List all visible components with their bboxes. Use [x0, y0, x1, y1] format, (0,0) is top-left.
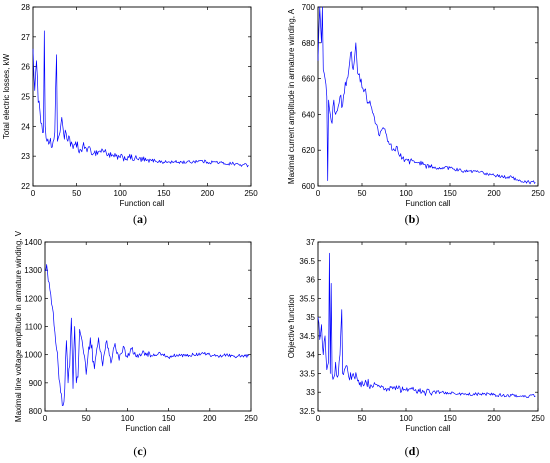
y-axis-label: Maximal current amplitude in armature wi… — [287, 8, 296, 184]
plot-area-c — [44, 241, 252, 412]
x-tick-label: 50 — [72, 189, 81, 198]
y-tick-label: 33.5 — [299, 369, 315, 378]
y-tick-label: 1300 — [24, 266, 42, 275]
y-tick-label: 1400 — [24, 238, 42, 247]
y-tick-label: 28 — [21, 3, 30, 12]
panel-letter-a: (a) — [133, 212, 147, 226]
y-tick-label: 800 — [29, 407, 43, 416]
y-tick-label: 640 — [302, 110, 316, 119]
panel-letter-d: (d) — [405, 444, 420, 458]
x-tick-label: 200 — [203, 414, 217, 423]
x-tick-label: 0 — [31, 189, 36, 198]
x-tick-label: 200 — [487, 414, 501, 423]
panel-b: 0 50 100 150 200 250 600 620 640 660 680 700 Functio… — [287, 3, 545, 208]
y-axis-label: Total electric losses, kW — [2, 53, 11, 139]
y-tick-label: 900 — [29, 379, 43, 388]
y-tick-label: 22 — [21, 182, 30, 191]
y-tick-label: 1000 — [24, 351, 42, 360]
x-tick-label: 0 — [316, 414, 321, 423]
y-tick-label: 27 — [21, 33, 30, 42]
panel-d: 0 50 100 150 200 250 32.5 33 33.5 34 34.5 35 35.5 36 3… — [287, 238, 545, 433]
x-tick-label: 50 — [358, 414, 367, 423]
y-tick-label: 23 — [21, 152, 30, 161]
y-tick-label: 25 — [21, 93, 30, 102]
x-tick-label: 0 — [43, 414, 48, 423]
y-tick-label: 35 — [306, 313, 315, 322]
y-tick-label: 35.5 — [299, 294, 315, 303]
panel-letter-b: (b) — [405, 212, 420, 226]
x-tick-label: 0 — [316, 189, 321, 198]
y-axis-label: Objective function — [287, 295, 296, 359]
y-tick-label: 660 — [302, 75, 316, 84]
y-tick-label: 1100 — [25, 323, 43, 332]
y-tick-label: 37 — [306, 238, 315, 247]
x-tick-label: 150 — [157, 189, 171, 198]
series-line-d — [317, 252, 536, 398]
x-tick-label: 250 — [244, 414, 258, 423]
plot-area-d — [317, 241, 539, 412]
x-tick-label: 250 — [531, 189, 545, 198]
x-tick-label: 250 — [531, 414, 545, 423]
panel-letter-c: (c) — [133, 444, 146, 458]
y-tick-label: 700 — [302, 3, 316, 12]
x-tick-label: 100 — [121, 414, 135, 423]
x-tick-label: 100 — [399, 189, 413, 198]
x-axis-label: Function call — [406, 199, 451, 208]
y-tick-label: 36.5 — [299, 257, 315, 266]
y-tick-label: 34 — [306, 351, 315, 360]
x-tick-label: 50 — [82, 414, 91, 423]
y-tick-label: 1200 — [24, 294, 42, 303]
x-axis-label: Function call — [406, 424, 451, 433]
series-line-a — [32, 30, 249, 168]
y-tick-label: 32.5 — [299, 407, 315, 416]
y-axis-label: Maximal line voltage amplitude in armatu… — [14, 230, 23, 422]
y-tick-label: 620 — [302, 146, 316, 155]
y-tick-label: 24 — [21, 122, 30, 131]
x-axis-label: Function call — [126, 424, 171, 433]
y-tick-label: 600 — [302, 182, 316, 191]
x-tick-label: 250 — [244, 189, 258, 198]
x-tick-label: 200 — [487, 189, 501, 198]
series-line-c — [44, 264, 249, 406]
x-tick-label: 150 — [443, 414, 457, 423]
x-tick-label: 150 — [162, 414, 176, 423]
x-tick-label: 50 — [358, 189, 367, 198]
y-tick-label: 34.5 — [299, 332, 315, 341]
panel-c: 0 50 100 150 200 250 800 900 1000 1100 1200 1300 140… — [14, 230, 258, 433]
plot-area-a — [32, 6, 252, 187]
x-tick-label: 100 — [114, 189, 128, 198]
panel-a: 0 50 100 150 200 250 22 23 24 25 26 27 28 Function ca… — [2, 3, 258, 208]
plot-area-b — [317, 6, 539, 187]
x-tick-label: 150 — [443, 189, 457, 198]
y-tick-label: 36 — [306, 276, 315, 285]
x-axis-label: Function call — [120, 199, 165, 208]
y-tick-label: 680 — [302, 39, 316, 48]
x-tick-label: 200 — [201, 189, 215, 198]
y-tick-label: 26 — [21, 63, 30, 72]
y-tick-label: 33 — [306, 388, 315, 397]
series-line-b — [317, 6, 536, 185]
x-tick-label: 100 — [399, 414, 413, 423]
